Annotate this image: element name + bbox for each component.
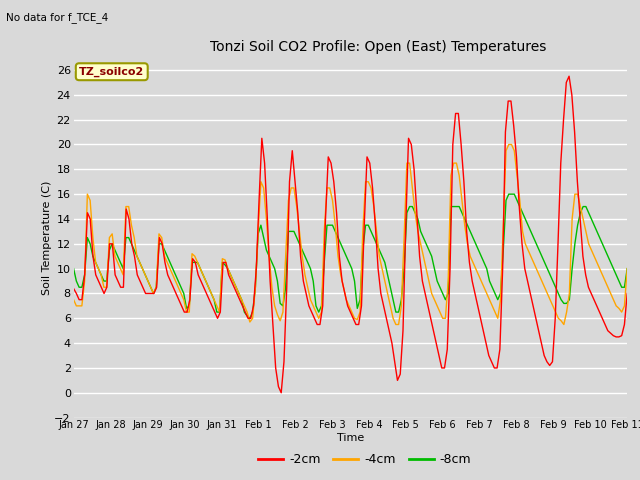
Legend: -2cm, -4cm, -8cm: -2cm, -4cm, -8cm — [253, 448, 477, 471]
Text: No data for f_TCE_4: No data for f_TCE_4 — [6, 12, 109, 23]
Text: TZ_soilco2: TZ_soilco2 — [79, 67, 145, 77]
Y-axis label: Soil Temperature (C): Soil Temperature (C) — [42, 180, 52, 295]
X-axis label: Time: Time — [337, 433, 364, 443]
Title: Tonzi Soil CO2 Profile: Open (East) Temperatures: Tonzi Soil CO2 Profile: Open (East) Temp… — [210, 40, 547, 54]
